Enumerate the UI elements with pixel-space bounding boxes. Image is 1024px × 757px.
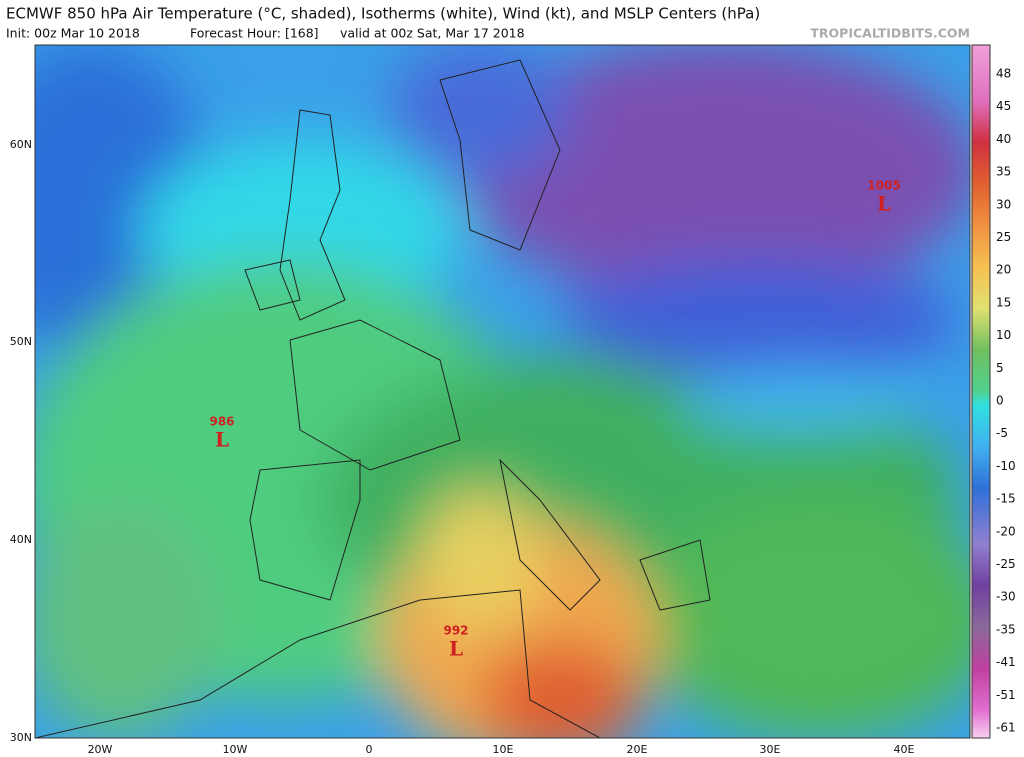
colorbar-label: -25 (996, 557, 1016, 571)
colorbar-label: 10 (996, 328, 1011, 342)
colorbar-label: 5 (996, 361, 1004, 375)
colorbar-label: 45 (996, 99, 1011, 113)
colorbar-label: -41 (996, 655, 1016, 669)
colorbar-label: -51 (996, 688, 1016, 702)
center-symbol: L (215, 428, 229, 452)
centers: 1005 L 986 L 992 L (209, 179, 900, 661)
colorbar-label: 35 (996, 165, 1011, 179)
map (35, 45, 970, 738)
colorbar-label: 15 (996, 295, 1011, 309)
lon-label: 20W (88, 743, 113, 756)
center-value: 992 (443, 624, 468, 638)
colorbar (971, 44, 991, 739)
map-frame (34, 44, 971, 739)
lat-label: 40N (10, 533, 32, 546)
lon-label: 40E (894, 743, 915, 756)
colorbar-label: -10 (996, 459, 1016, 473)
colorbar-label: -35 (996, 622, 1016, 636)
colorbar-label: -61 (996, 721, 1016, 735)
colorbar-labels: 48 45 40 35 30 25 20 15 10 5 0 -5 -10 -15 -20 -25 -30 -35… (996, 67, 1016, 735)
colorbar-label: 40 (996, 132, 1011, 146)
lon-label: 10W (223, 743, 248, 756)
lat-label: 30N (10, 731, 32, 744)
lat-label: 50N (10, 335, 32, 348)
center-value: 1005 (867, 179, 900, 193)
init: Init: 00z Mar 10 2018 (6, 26, 140, 41)
colorbar-label: 0 (996, 394, 1004, 408)
forecast: Forecast Hour: [168] (190, 26, 319, 41)
lon-label: 0 (366, 743, 373, 756)
colorbar-label: -30 (996, 590, 1016, 604)
center-symbol: L (449, 637, 463, 661)
lon-label: 30E (760, 743, 781, 756)
valid: valid at 00z Sat, Mar 17 2018 (340, 26, 525, 41)
lat-label: 60N (10, 138, 32, 151)
title: ECMWF 850 hPa Air Temperature (°C, shade… (6, 5, 760, 23)
lon-label: 20E (627, 743, 648, 756)
colorbar-label: -20 (996, 524, 1016, 538)
center-value: 986 (209, 415, 234, 429)
colorbar-label: -15 (996, 492, 1016, 506)
colorbar-label: 30 (996, 197, 1011, 211)
colorbar-label: -5 (996, 426, 1008, 440)
center-symbol: L (877, 192, 891, 216)
colorbar-label: 25 (996, 230, 1011, 244)
colorbar-label: 48 (996, 67, 1011, 81)
lon-label: 10E (493, 743, 514, 756)
colorbar-label: 20 (996, 263, 1011, 277)
site: TROPICALTIDBITS.COM (810, 26, 970, 41)
